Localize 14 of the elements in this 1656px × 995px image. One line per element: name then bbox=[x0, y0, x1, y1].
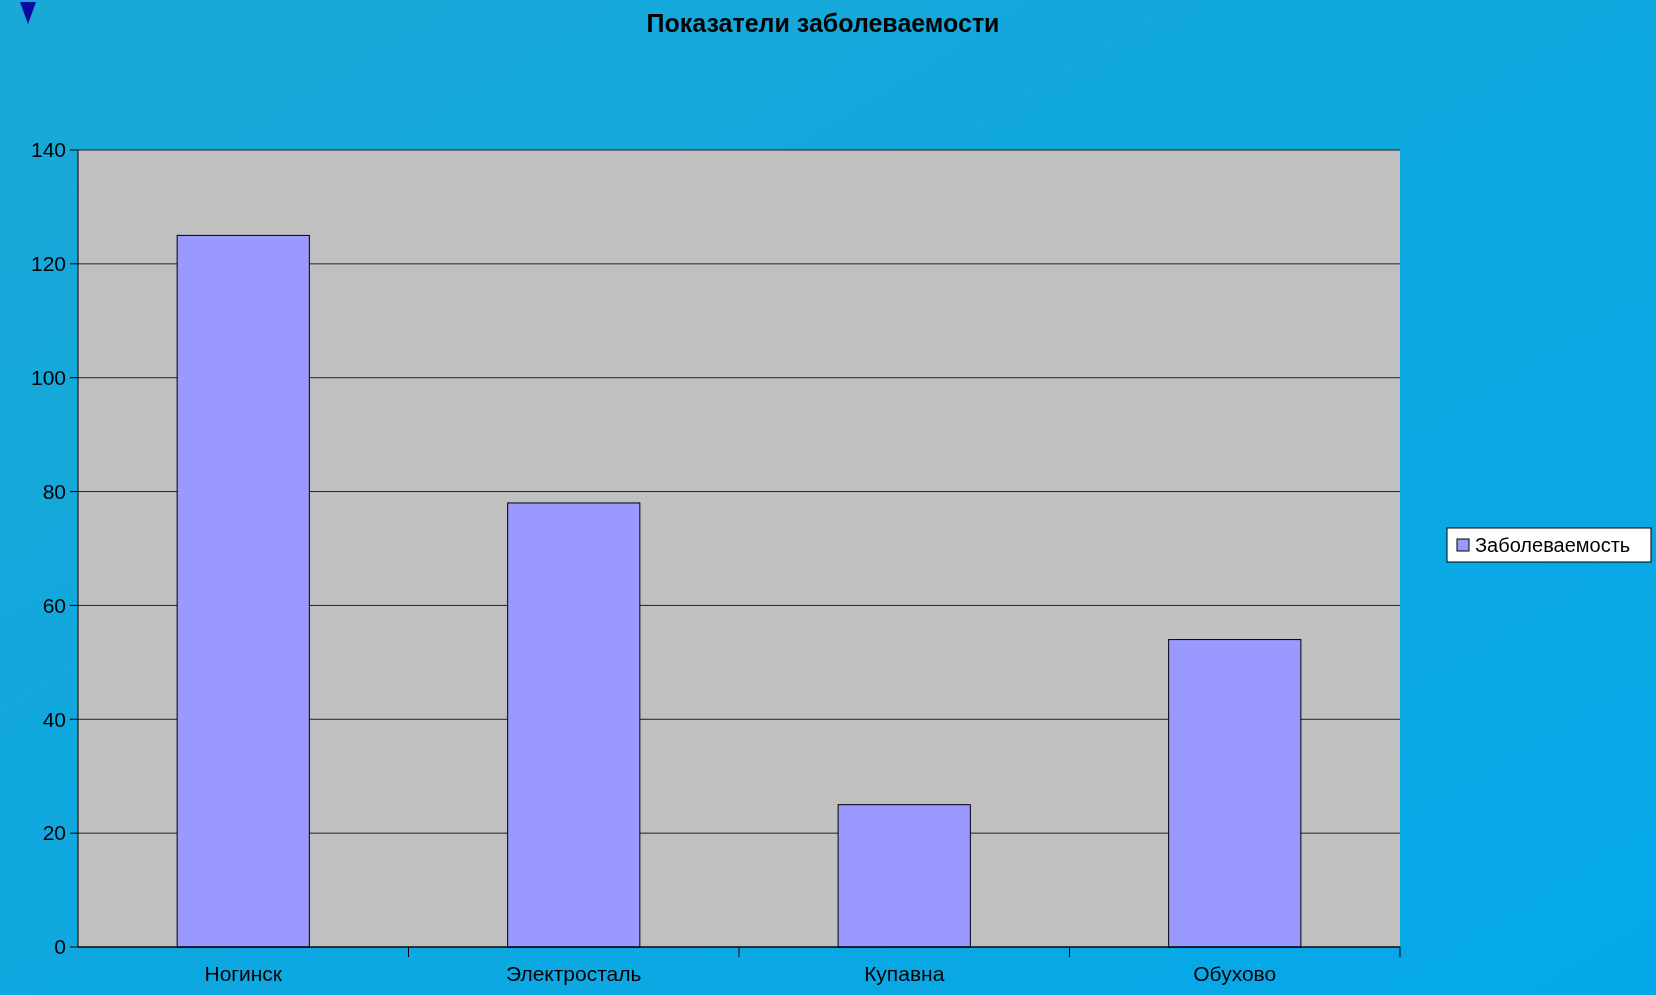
x-tick-label: Электросталь bbox=[506, 962, 642, 985]
y-tick-label: 20 bbox=[42, 821, 66, 845]
x-tick-label: Ногинск bbox=[204, 962, 283, 985]
x-tick-label: Купавна bbox=[864, 962, 945, 985]
chart-title: Показатели заболеваемости bbox=[646, 9, 1000, 37]
y-tick-label: 40 bbox=[42, 707, 66, 731]
y-tick-label: 140 bbox=[30, 138, 66, 162]
y-tick-label: 80 bbox=[42, 479, 66, 503]
y-tick-label: 0 bbox=[54, 935, 66, 959]
legend-label: Заболеваемость bbox=[1475, 534, 1631, 556]
y-tick-label: 60 bbox=[42, 593, 66, 617]
y-tick-label: 100 bbox=[30, 366, 66, 390]
y-tick-label: 120 bbox=[30, 252, 66, 276]
x-tick-label: Обухово bbox=[1193, 962, 1277, 985]
